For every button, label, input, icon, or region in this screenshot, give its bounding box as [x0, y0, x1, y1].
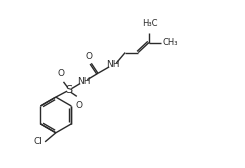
- Text: O: O: [76, 101, 83, 110]
- Text: Cl: Cl: [33, 137, 42, 146]
- Text: S: S: [65, 85, 73, 95]
- Text: O: O: [86, 52, 92, 61]
- Text: NH: NH: [106, 60, 120, 69]
- Text: CH₃: CH₃: [162, 38, 178, 47]
- Text: NH: NH: [77, 77, 90, 86]
- Text: O: O: [58, 69, 65, 78]
- Text: H₃C: H₃C: [142, 19, 157, 28]
